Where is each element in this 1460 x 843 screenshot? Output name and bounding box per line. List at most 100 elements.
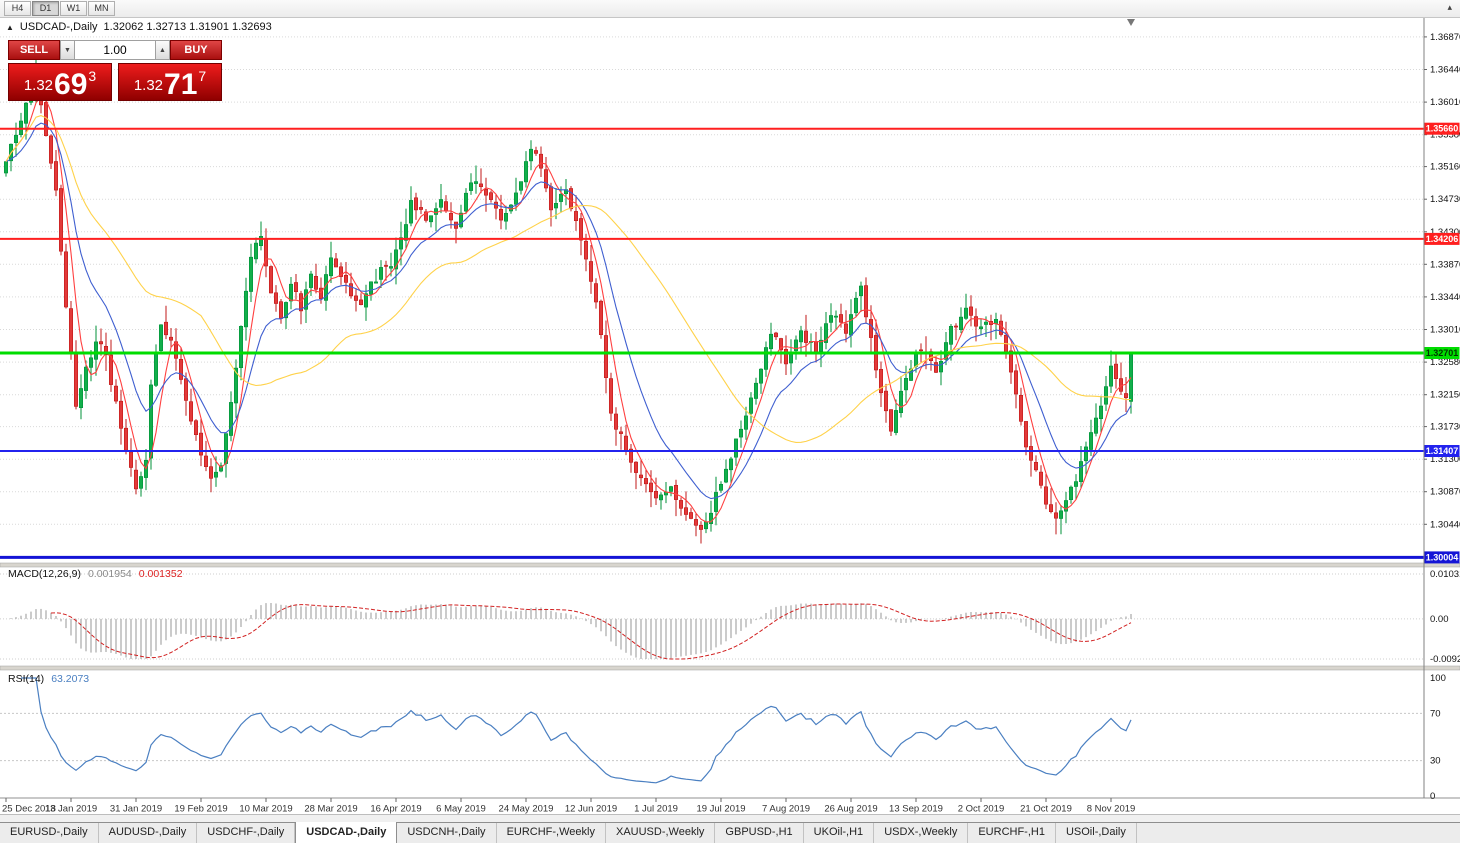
tab-eurchf-h1[interactable]: EURCHF-,H1 bbox=[968, 823, 1056, 843]
chart-title: ▲ USDCAD-,Daily 1.32062 1.32713 1.31901 … bbox=[6, 21, 272, 33]
level-price-label bbox=[1424, 445, 1460, 457]
tab-usdcad-daily[interactable]: USDCAD-,Daily bbox=[295, 822, 398, 843]
toolbar-overflow-icon[interactable]: ▴ bbox=[1447, 2, 1452, 12]
chart-symbol-period: USDCAD-,Daily bbox=[19, 21, 98, 33]
macd-name: MACD(12,26,9) bbox=[8, 568, 81, 580]
volume-input[interactable] bbox=[75, 40, 155, 60]
date-label: 7 Aug 2019 bbox=[762, 804, 810, 815]
buy-price-figure: 1.32 bbox=[133, 77, 164, 94]
main-grid bbox=[0, 36, 1424, 525]
price-tick-label: 1.36440 bbox=[1430, 65, 1460, 76]
tab-usdcnh-daily[interactable]: USDCNH-,Daily bbox=[397, 823, 497, 843]
date-label: 19 Jul 2019 bbox=[696, 804, 745, 815]
date-label: 19 Feb 2019 bbox=[174, 804, 227, 815]
rsi-line bbox=[21, 677, 1132, 784]
panel-separator-1[interactable] bbox=[0, 562, 1460, 568]
level-price-label bbox=[1424, 551, 1460, 564]
level-price-label bbox=[1424, 232, 1460, 245]
tab-eurchf-weekly[interactable]: EURCHF-,Weekly bbox=[497, 823, 606, 843]
date-label: 28 Mar 2019 bbox=[304, 804, 357, 815]
date-label: 10 Mar 2019 bbox=[239, 804, 292, 815]
rsi-value: 63.2073 bbox=[51, 673, 90, 685]
sell-price-tile[interactable]: 1.32 69 3 bbox=[8, 63, 112, 101]
sell-price-pips: 69 bbox=[54, 67, 88, 101]
date-label: 26 Aug 2019 bbox=[824, 804, 877, 815]
tab-audusd-daily[interactable]: AUDUSD-,Daily bbox=[99, 823, 198, 843]
tab-usdchf-daily[interactable]: USDCHF-,Daily bbox=[197, 823, 296, 843]
chart-ohlc-values: 1.32062 1.32713 1.31901 1.32693 bbox=[103, 21, 272, 33]
date-label: 1 Jul 2019 bbox=[634, 804, 678, 815]
macd-grid bbox=[0, 573, 1424, 660]
price-tick-label: 1.34730 bbox=[1430, 194, 1460, 205]
timeframe-toolbar: H4 D1 W1 MN bbox=[4, 1, 115, 16]
buy-button[interactable]: BUY bbox=[170, 40, 222, 60]
date-label: 24 May 2019 bbox=[499, 804, 554, 815]
tab-xauusd-weekly[interactable]: XAUUSD-,Weekly bbox=[606, 823, 716, 843]
timeframe-button-d1[interactable]: D1 bbox=[32, 1, 59, 16]
ma-13-line bbox=[5, 122, 1132, 500]
panel-separator-2[interactable] bbox=[0, 665, 1460, 671]
sell-price-figure: 1.32 bbox=[23, 77, 54, 94]
level-price-label-text: 1.30004 bbox=[1426, 552, 1459, 562]
price-tick-label: 1.33440 bbox=[1430, 292, 1460, 303]
tab-gbpusd-h1[interactable]: GBPUSD-,H1 bbox=[715, 823, 804, 843]
date-label: 12 Jun 2019 bbox=[565, 804, 617, 815]
one-click-trading-panel: SELL ▼ ▲ BUY 1.32 69 3 1.32 71 7 bbox=[8, 40, 222, 101]
timeframe-button-w1[interactable]: W1 bbox=[60, 1, 87, 16]
sell-price-tick: 3 bbox=[88, 68, 97, 84]
timeframe-button-mn[interactable]: MN bbox=[88, 1, 115, 16]
timeframe-button-h4[interactable]: H4 bbox=[4, 1, 31, 16]
buy-price-tile[interactable]: 1.32 71 7 bbox=[118, 63, 222, 101]
date-label: 13 Jan 2019 bbox=[45, 804, 97, 815]
rsi-axis-label: 70 bbox=[1430, 708, 1441, 719]
rsi-axis-label: 30 bbox=[1430, 756, 1441, 767]
trade-controls-row: SELL ▼ ▲ BUY bbox=[8, 40, 222, 60]
price-tick-label: 1.30440 bbox=[1430, 519, 1460, 530]
price-tick-label: 1.36870 bbox=[1430, 32, 1460, 43]
macd-signal-line bbox=[50, 603, 1132, 660]
price-tick-label: 1.35580 bbox=[1430, 130, 1460, 141]
date-label: 2 Oct 2019 bbox=[958, 804, 1004, 815]
volume-decrease-button[interactable]: ▼ bbox=[60, 40, 75, 60]
date-label: 16 Apr 2019 bbox=[370, 804, 421, 815]
tab-eurusd-daily[interactable]: EURUSD-,Daily bbox=[0, 823, 99, 843]
buy-price-pips: 71 bbox=[164, 67, 198, 101]
level-price-label-text: 1.34206 bbox=[1426, 234, 1459, 244]
price-axis[interactable]: 1.36870 1.36440 1.36010 1.35580 1.35160 1.347… bbox=[1424, 32, 1460, 802]
date-label: 21 Oct 2019 bbox=[1020, 804, 1072, 815]
price-tick-label: 1.33010 bbox=[1430, 325, 1460, 336]
level-price-label-text: 1.31407 bbox=[1426, 446, 1459, 456]
shift-marker-icon bbox=[1127, 19, 1135, 26]
chart-window: 25 Dec 2018 13 Jan 2019 31 Jan 2019 19 Feb … bbox=[0, 18, 1460, 814]
one-click-collapse-icon[interactable]: ▲ bbox=[6, 22, 14, 32]
tab-usdx-weekly[interactable]: USDX-,Weekly bbox=[874, 823, 969, 843]
macd-signal-value: 0.001352 bbox=[138, 568, 183, 580]
status-strip bbox=[0, 814, 1460, 822]
trade-prices-row: 1.32 69 3 1.32 71 7 bbox=[8, 63, 222, 101]
macd-indicator-label: MACD(12,26,9) 0.001954 0.001352 bbox=[8, 568, 183, 580]
rsi-axis-label: 100 bbox=[1430, 673, 1446, 684]
tab-usoil-daily[interactable]: USOil-,Daily bbox=[1056, 823, 1137, 843]
date-label: 8 Nov 2019 bbox=[1087, 804, 1136, 815]
volume-increase-button[interactable]: ▲ bbox=[155, 40, 170, 60]
date-label: 13 Sep 2019 bbox=[889, 804, 943, 815]
rsi-grid bbox=[0, 712, 1424, 762]
tab-ukoil-h1[interactable]: UKOil-,H1 bbox=[804, 823, 875, 843]
ma-5-line bbox=[5, 96, 1132, 523]
macd-axis-label: 0.00 bbox=[1430, 614, 1449, 625]
rsi-indicator-label: RSI(14) 63.2073 bbox=[8, 673, 89, 685]
macd-axis-label: -0.00920 bbox=[1430, 654, 1460, 665]
date-label: 6 May 2019 bbox=[436, 804, 486, 815]
price-tick-label: 1.30870 bbox=[1430, 487, 1460, 498]
price-tick-label: 1.35160 bbox=[1430, 162, 1460, 173]
rsi-axis-label: 0 bbox=[1430, 791, 1435, 802]
level-price-label bbox=[1424, 122, 1460, 135]
sell-button[interactable]: SELL bbox=[8, 40, 60, 60]
buy-price-tick: 7 bbox=[198, 68, 207, 84]
macd-axis-label: 0.010311 bbox=[1430, 569, 1460, 580]
rsi-name: RSI(14) bbox=[8, 673, 45, 685]
price-tick-label: 1.31730 bbox=[1430, 422, 1460, 433]
price-tick-label: 1.31300 bbox=[1430, 454, 1460, 465]
